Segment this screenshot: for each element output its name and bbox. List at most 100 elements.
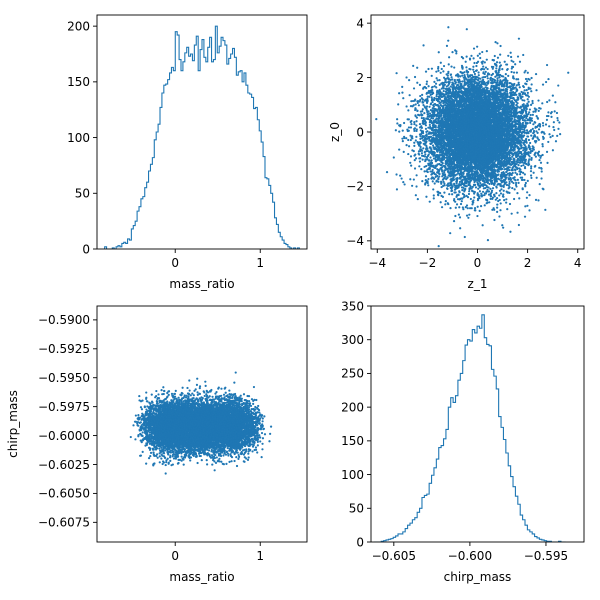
hist-bin	[238, 72, 240, 249]
scatter-point	[530, 90, 533, 93]
scatter-point	[419, 94, 422, 98]
scatter-point	[508, 180, 511, 183]
scatter-point	[541, 121, 545, 125]
scatter-point	[436, 79, 439, 82]
scatter-point	[534, 198, 538, 201]
scatter-point	[525, 129, 529, 132]
scatter-point	[431, 85, 434, 89]
scatter-point	[424, 175, 428, 178]
scatter-point	[407, 109, 410, 112]
scatter-point	[430, 96, 433, 99]
scatter-point	[417, 104, 420, 107]
scatter-point	[473, 207, 477, 210]
scatter-point	[537, 99, 540, 102]
hist-bin	[267, 179, 269, 249]
scatter-point	[413, 120, 416, 124]
scatter-point	[396, 122, 399, 125]
scatter-point	[455, 203, 459, 206]
scatter-point	[492, 65, 495, 69]
scatter-point	[415, 135, 418, 138]
scatter-point	[521, 92, 524, 96]
scatter-point	[526, 204, 529, 207]
hist-bin	[223, 41, 225, 249]
scatter-point	[456, 83, 460, 87]
scatter-point	[430, 67, 434, 70]
scatter-point	[501, 68, 504, 71]
scatter-point	[430, 74, 433, 77]
scatter-point	[533, 120, 536, 124]
scatter-point	[567, 71, 570, 74]
hist-bin	[254, 109, 256, 249]
scatter-point	[461, 57, 465, 60]
scatter-point	[450, 76, 453, 79]
scatter-point	[444, 199, 447, 203]
scatter-point	[540, 167, 543, 170]
scatter-point	[448, 193, 451, 196]
scatter-point	[527, 138, 531, 142]
scatter-point	[510, 55, 513, 59]
scatter-point	[412, 87, 416, 90]
scatter-point	[558, 121, 561, 124]
scatter-point	[485, 50, 488, 53]
scatter-point	[507, 184, 510, 187]
x-axis-label: mass_ratio	[169, 277, 234, 291]
hist-bin	[158, 124, 160, 249]
hist-bin	[240, 71, 242, 249]
scatter-point	[437, 124, 440, 127]
scatter-point	[493, 54, 496, 58]
scatter-point	[496, 197, 499, 200]
hist-bin	[213, 60, 215, 249]
hist-bin	[250, 94, 252, 249]
scatter-point	[438, 83, 441, 86]
hist-bin	[246, 85, 248, 249]
scatter-point	[526, 135, 530, 138]
x-tick-label: 0	[171, 256, 179, 270]
scatter-point	[375, 118, 378, 121]
scatter-point	[510, 67, 513, 70]
scatter-point	[517, 81, 520, 84]
scatter-point	[425, 195, 428, 198]
scatter-point	[509, 51, 512, 54]
scatter-point	[552, 126, 555, 129]
scatter-point	[472, 190, 475, 193]
scatter-point	[425, 80, 429, 83]
scatter-point	[503, 60, 506, 63]
scatter-point	[409, 126, 413, 129]
scatter-point	[407, 152, 410, 156]
scatter-point	[401, 137, 404, 140]
hist-bin	[255, 107, 257, 249]
scatter-point	[528, 209, 531, 212]
hist-bin	[259, 131, 261, 249]
scatter-point	[493, 193, 496, 196]
hist-bin	[212, 62, 214, 249]
scatter-point	[427, 177, 430, 181]
scatter-point	[556, 119, 559, 122]
scatter-point	[418, 157, 421, 160]
scatter-point	[525, 80, 529, 83]
scatter-point	[550, 115, 553, 118]
scatter-point	[499, 209, 502, 212]
scatter-point	[401, 85, 404, 88]
scatter-point	[498, 215, 501, 218]
scatter-point	[466, 73, 469, 76]
scatter-point	[402, 97, 405, 100]
scatter-point	[477, 187, 480, 190]
hist-bin	[217, 53, 219, 249]
scatter-point	[414, 103, 417, 106]
scatter-point	[533, 107, 536, 110]
y-tick-label: 100	[67, 131, 90, 145]
scatter-point	[398, 130, 401, 133]
scatter-point	[458, 190, 461, 193]
scatter-point	[434, 82, 438, 85]
scatter-point	[551, 134, 554, 137]
scatter-point	[460, 200, 463, 203]
scatter-point	[425, 134, 428, 138]
scatter-point	[526, 98, 529, 101]
scatter-point	[472, 47, 476, 50]
scatter-point	[532, 110, 535, 113]
scatter-point	[484, 75, 487, 79]
scatter-point	[549, 136, 552, 139]
hist-bin	[252, 97, 254, 249]
